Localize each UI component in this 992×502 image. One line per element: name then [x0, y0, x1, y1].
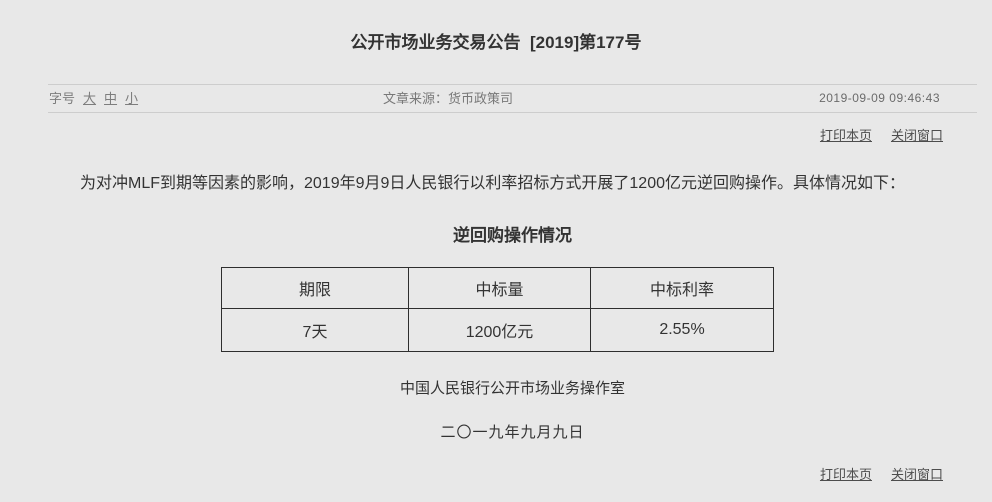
article-source-label: 文章来源：货币政策司 [383, 91, 514, 106]
top-action-links: 打印本页 关闭窗口 [801, 125, 943, 144]
font-size-medium-link[interactable]: 中 [104, 91, 118, 106]
cell-term: 7天 [221, 308, 409, 352]
close-window-link-bottom[interactable]: 关闭窗口 [890, 467, 943, 482]
font-size-small-link[interactable]: 小 [125, 91, 139, 106]
publish-timestamp: 2019-09-09 09:46:43 [819, 91, 940, 105]
print-page-link-bottom[interactable]: 打印本页 [819, 467, 872, 482]
cell-rate: 2.55% [590, 308, 774, 352]
header-cell-volume: 中标量 [408, 267, 591, 309]
issuer-department: 中国人民银行公开市场业务操作室 [399, 380, 625, 397]
page-title: 公开市场业务交易公告 [2019]第177号 [350, 33, 642, 52]
font-size-large-link[interactable]: 大 [83, 91, 97, 106]
print-page-link[interactable]: 打印本页 [819, 128, 872, 143]
table-header-row: 期限 中标量 中标利率 [221, 267, 774, 309]
table-row: 7天 1200亿元 2.55% [221, 308, 774, 352]
reverse-repo-table: 期限 中标量 中标利率 7天 1200亿元 2.55% [221, 267, 774, 352]
close-window-link[interactable]: 关闭窗口 [890, 128, 943, 143]
table-title: 逆回购操作情况 [453, 226, 572, 245]
announcement-paragraph: 为对冲MLF到期等因素的影响，2019年9月9日人民银行以利率招标方式开展了12… [80, 175, 905, 192]
font-size-label: 字号 [49, 91, 76, 106]
meta-bar-inner: 字号大中小 文章来源：货币政策司 2019-09-09 09:46:43 [48, 85, 977, 112]
header-cell-term: 期限 [221, 267, 409, 309]
cell-volume: 1200亿元 [408, 308, 591, 352]
issuer-date: 二〇一九年九月九日 [440, 424, 585, 441]
meta-bar: 字号大中小 文章来源：货币政策司 2019-09-09 09:46:43 [48, 84, 977, 113]
header-cell-rate: 中标利率 [590, 267, 774, 309]
font-size-control: 字号大中小 [49, 85, 138, 112]
bottom-action-links: 打印本页 关闭窗口 [801, 464, 943, 483]
